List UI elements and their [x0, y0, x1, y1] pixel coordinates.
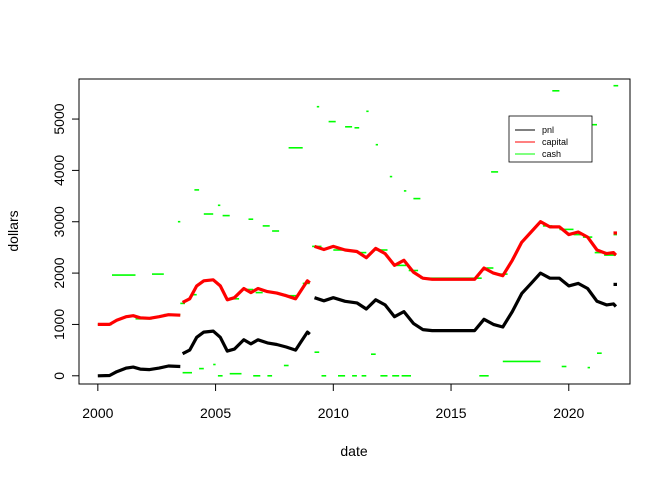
x-tick-label: 2000: [82, 405, 113, 421]
series-pnl: [97, 271, 618, 378]
x-tick-label: 2020: [553, 405, 584, 421]
legend-label-pnl: pnl: [542, 125, 554, 135]
x-tick-label: 2010: [318, 405, 349, 421]
capital-line: [313, 220, 618, 281]
pnl-line: [181, 329, 311, 356]
legend-label-capital: capital: [542, 137, 568, 147]
y-tick-label: 2000: [51, 257, 67, 288]
series-capital: [97, 220, 618, 326]
y-tick-label: 1000: [51, 309, 67, 340]
x-tick-label: 2005: [200, 405, 231, 421]
x-tick-label: 2015: [435, 405, 466, 421]
pnl-line: [97, 364, 181, 378]
y-tick-label: 3000: [51, 206, 67, 237]
legend: pnl capital cash: [508, 115, 593, 163]
y-axis-title: dollars: [5, 210, 21, 251]
x-axis-title: date: [340, 443, 367, 459]
pnl-line: [313, 271, 618, 333]
y-tick-label: 4000: [51, 155, 67, 186]
y-axis: 0 1000 2000 3000 4000 5000: [51, 103, 80, 380]
y-tick-label: 5000: [51, 103, 67, 134]
capital-line: [181, 278, 311, 304]
legend-label-cash: cash: [542, 149, 561, 159]
y-tick-label: 0: [51, 372, 67, 380]
capital-line: [97, 313, 181, 326]
series-layer: [97, 84, 619, 378]
x-axis: 2000 2005 2010 2015 2020: [82, 383, 585, 421]
